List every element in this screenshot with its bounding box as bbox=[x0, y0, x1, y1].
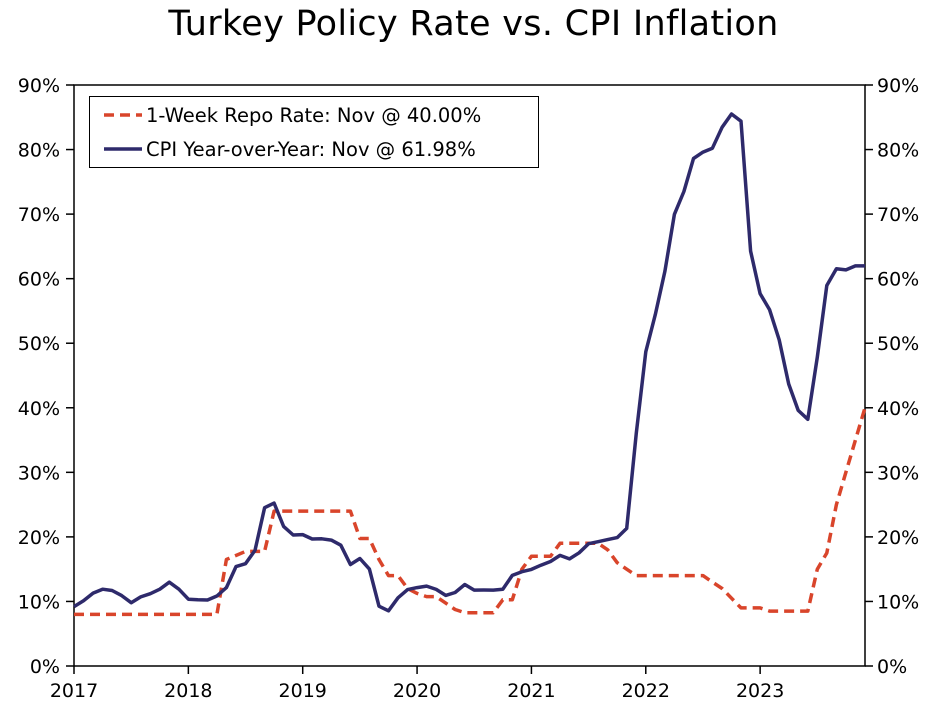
y-right-tick-label: 80% bbox=[877, 140, 919, 162]
y-axis-left: 0% 10% 20% 30% 40% 50% 60% 70% 80% 90% bbox=[18, 75, 74, 678]
series-line-repo-rate bbox=[74, 407, 867, 617]
y-right-tick-label: 30% bbox=[877, 462, 919, 484]
y-left-tick-label: 0% bbox=[30, 656, 60, 678]
y-right-tick-label: 50% bbox=[877, 333, 919, 355]
x-tick-label: 2018 bbox=[164, 680, 212, 702]
series-layer bbox=[73, 112, 867, 617]
y-right-tick-label: 70% bbox=[877, 204, 919, 226]
y-right-tick-label: 0% bbox=[877, 656, 907, 678]
legend-item-repo: 1-Week Repo Rate: Nov @ 40.00% bbox=[102, 100, 481, 130]
legend-item-cpi: CPI Year-over-Year: Nov @ 61.98% bbox=[102, 134, 476, 164]
y-left-tick-label: 50% bbox=[18, 333, 60, 355]
legend: 1-Week Repo Rate: Nov @ 40.00% CPI Year-… bbox=[89, 96, 539, 168]
y-right-tick-label: 20% bbox=[877, 527, 919, 549]
legend-swatch-repo bbox=[104, 113, 142, 117]
y-left-tick-label: 90% bbox=[18, 75, 60, 97]
y-right-tick-label: 40% bbox=[877, 398, 919, 420]
x-tick-label: 2023 bbox=[736, 680, 784, 702]
y-right-tick-label: 10% bbox=[877, 591, 919, 613]
x-tick-label: 2019 bbox=[279, 680, 327, 702]
y-right-tick-label: 60% bbox=[877, 269, 919, 291]
y-left-tick-label: 40% bbox=[18, 398, 60, 420]
legend-swatch-cpi bbox=[104, 147, 142, 151]
y-left-tick-label: 80% bbox=[18, 140, 60, 162]
x-tick-label: 2021 bbox=[507, 680, 555, 702]
y-axis-right: 0% 10% 20% 30% 40% 50% 60% 70% 80% 90% bbox=[865, 75, 919, 678]
y-right-tick-label: 90% bbox=[877, 75, 919, 97]
chart-title: Turkey Policy Rate vs. CPI Inflation bbox=[168, 4, 779, 44]
legend-label-repo: 1-Week Repo Rate: Nov @ 40.00% bbox=[146, 103, 482, 127]
series-line-cpi bbox=[73, 112, 865, 613]
legend-label-cpi: CPI Year-over-Year: Nov @ 61.98% bbox=[146, 137, 476, 161]
y-left-tick-label: 60% bbox=[18, 269, 60, 291]
y-left-tick-label: 30% bbox=[18, 462, 60, 484]
x-tick-label: 2020 bbox=[393, 680, 441, 702]
x-tick-label: 2017 bbox=[50, 680, 98, 702]
x-axis: 2017 2018 2019 2020 2021 2022 2023 bbox=[50, 666, 784, 702]
y-left-tick-label: 10% bbox=[18, 591, 60, 613]
y-left-tick-label: 70% bbox=[18, 204, 60, 226]
plot-area-frame bbox=[73, 84, 866, 667]
y-left-tick-label: 20% bbox=[18, 527, 60, 549]
x-tick-label: 2022 bbox=[622, 680, 670, 702]
